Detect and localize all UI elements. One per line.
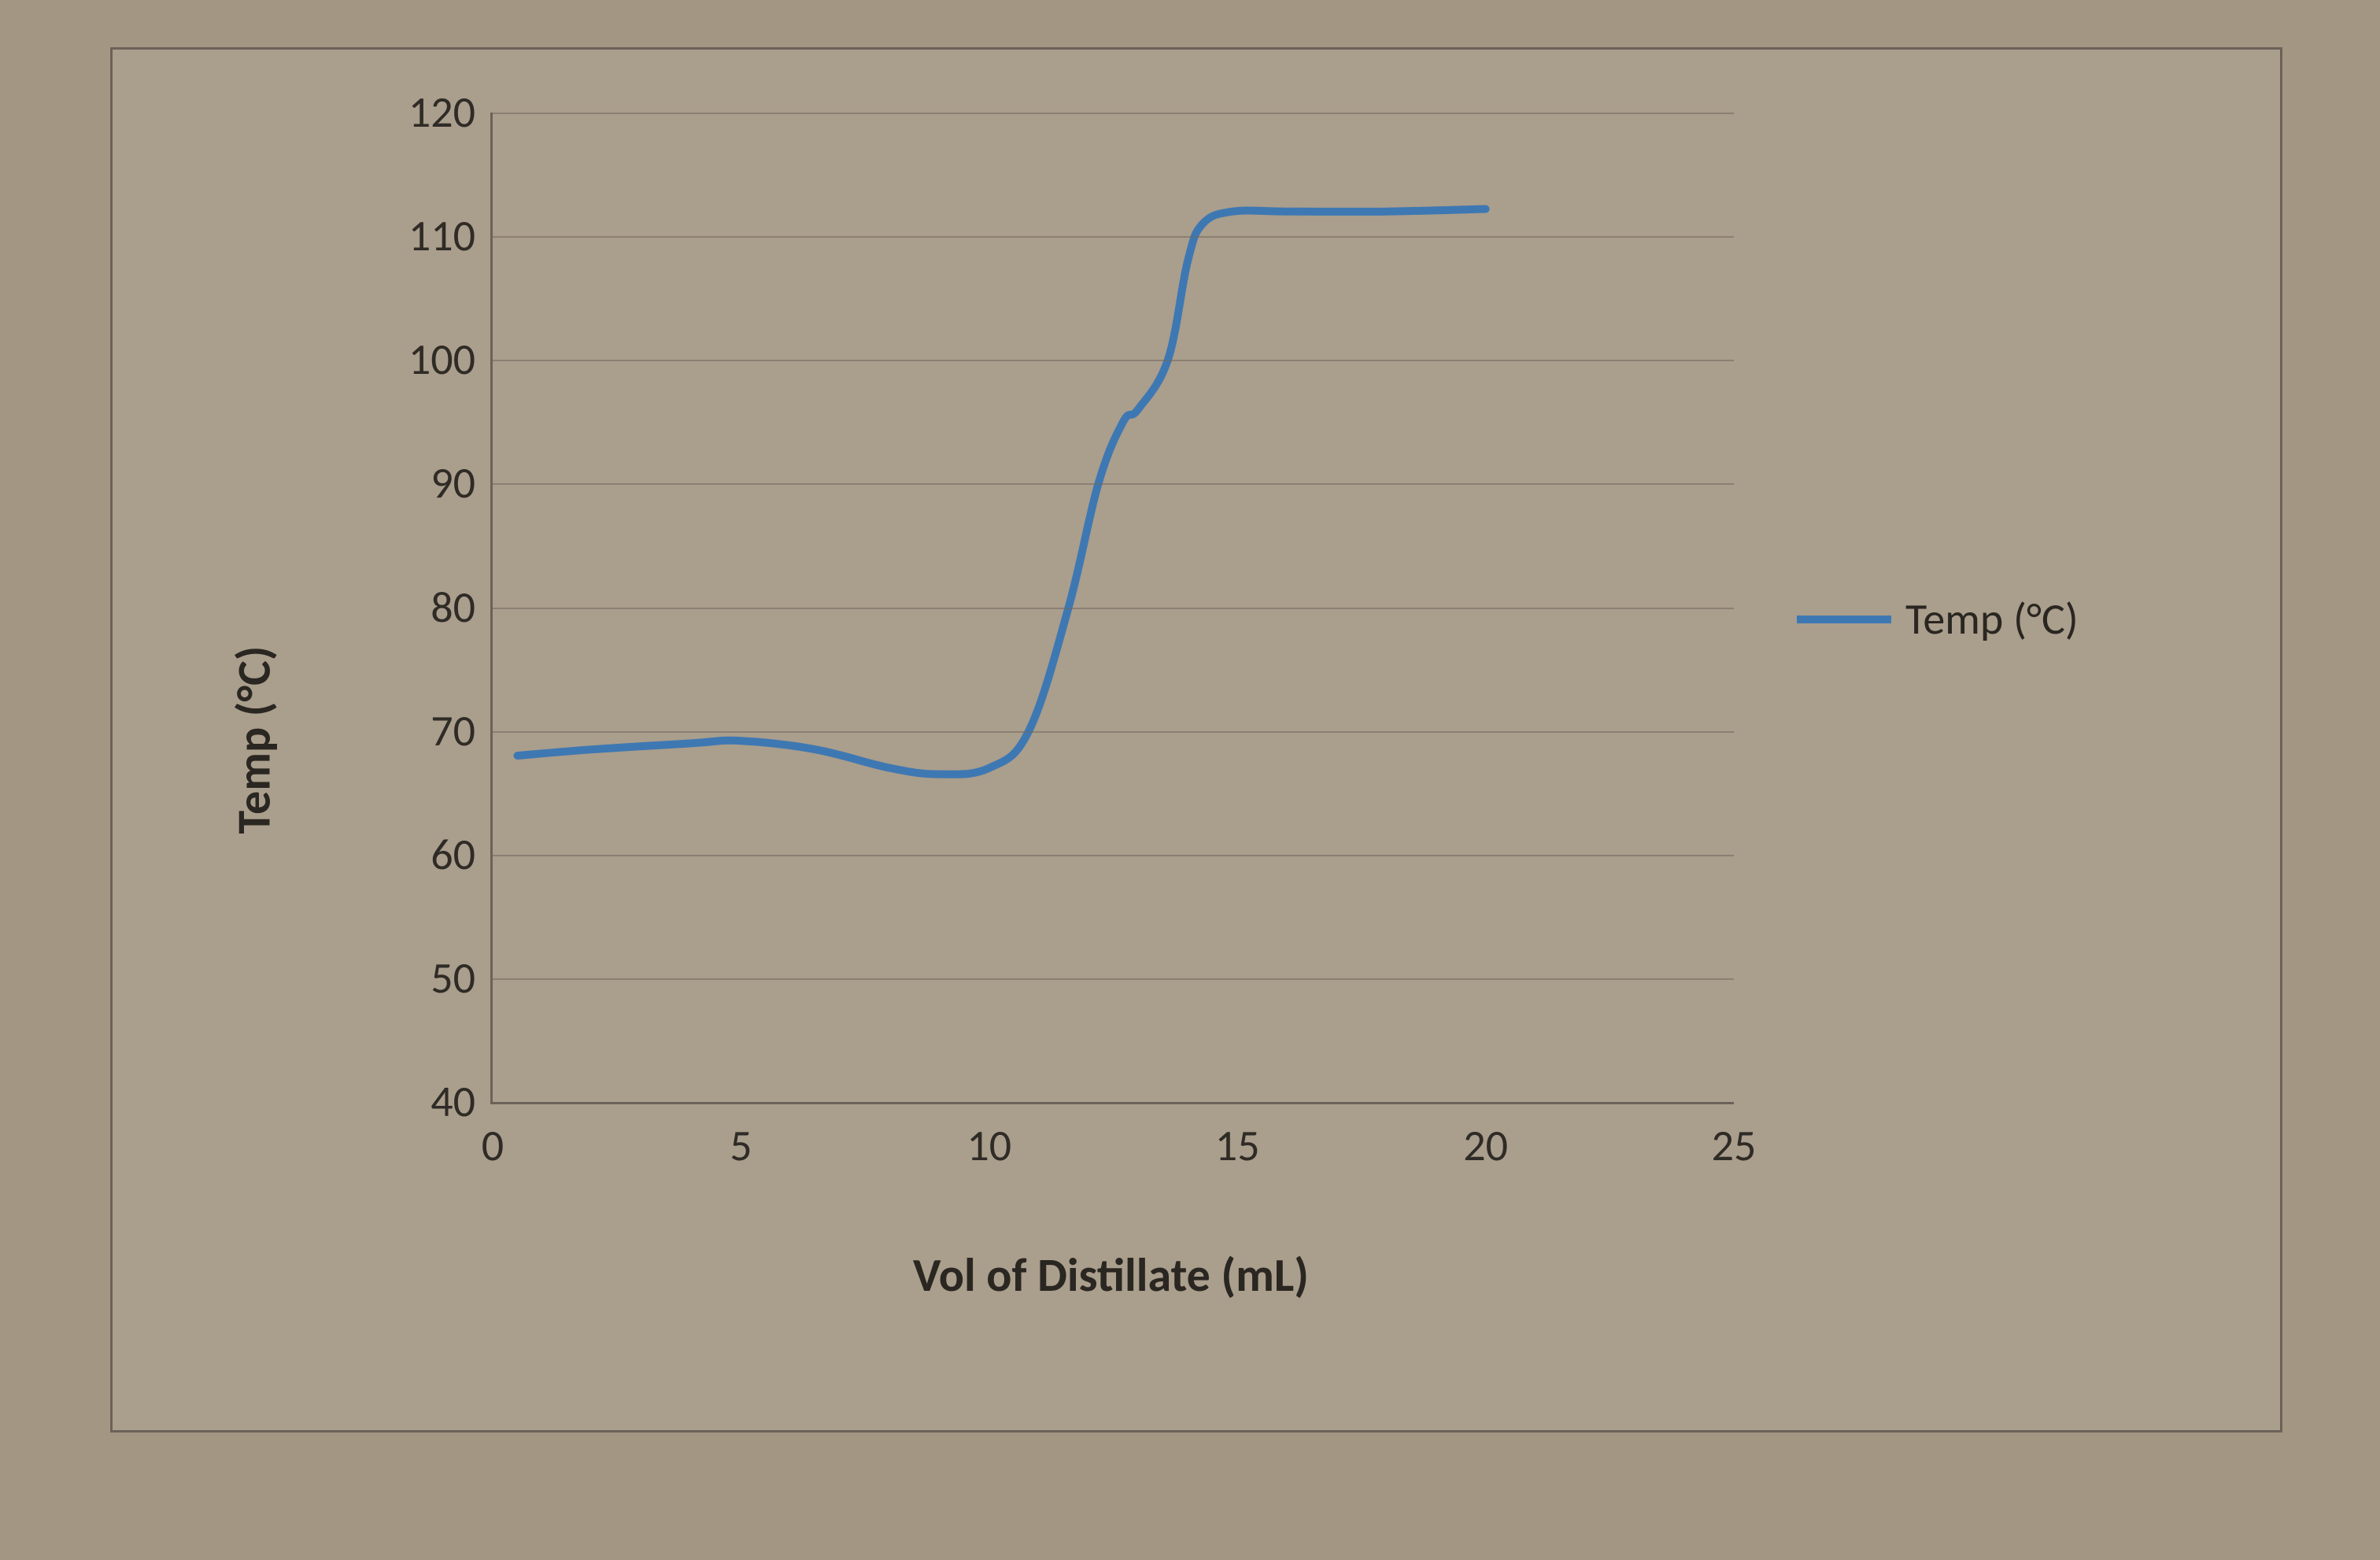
x-tick-label: 25 bbox=[1712, 1119, 1757, 1173]
gridline bbox=[493, 978, 1734, 980]
x-tick-label: 15 bbox=[1215, 1119, 1260, 1173]
plot-area: 4050607080901001101200510152025 bbox=[490, 113, 1734, 1104]
x-tick-label: 20 bbox=[1463, 1119, 1508, 1173]
y-tick-label: 70 bbox=[365, 704, 475, 758]
y-tick-label: 110 bbox=[365, 209, 475, 263]
y-tick-label: 60 bbox=[365, 828, 475, 882]
x-axis-title: Vol of Distillate (mL) bbox=[913, 1247, 1309, 1304]
y-axis-title: Temp (°C) bbox=[226, 646, 283, 834]
gridline bbox=[493, 483, 1734, 485]
x-tick-label: 10 bbox=[966, 1119, 1011, 1173]
gridline bbox=[493, 113, 1734, 114]
x-tick-label: 0 bbox=[482, 1119, 504, 1173]
y-tick-label: 40 bbox=[365, 1075, 475, 1129]
gridline bbox=[493, 608, 1734, 609]
legend-swatch bbox=[1797, 615, 1891, 623]
y-tick-label: 80 bbox=[365, 581, 475, 634]
x-tick-label: 5 bbox=[730, 1119, 752, 1173]
series-line bbox=[518, 209, 1486, 774]
gridline bbox=[493, 731, 1734, 733]
gridline bbox=[493, 360, 1734, 361]
y-tick-label: 90 bbox=[365, 457, 475, 510]
chart: Temp (°C) 405060708090100110120051015202… bbox=[113, 50, 2280, 1430]
gridline bbox=[493, 855, 1734, 856]
legend: Temp (°C) bbox=[1797, 593, 2079, 646]
gridline bbox=[493, 236, 1734, 238]
y-tick-label: 120 bbox=[365, 86, 475, 139]
legend-label: Temp (°C) bbox=[1905, 593, 2079, 646]
chart-outer-border: Temp (°C) 405060708090100110120051015202… bbox=[110, 47, 2282, 1432]
page: Temp (°C) 405060708090100110120051015202… bbox=[0, 0, 2380, 1560]
y-tick-label: 50 bbox=[365, 952, 475, 1005]
y-tick-label: 100 bbox=[365, 333, 475, 386]
